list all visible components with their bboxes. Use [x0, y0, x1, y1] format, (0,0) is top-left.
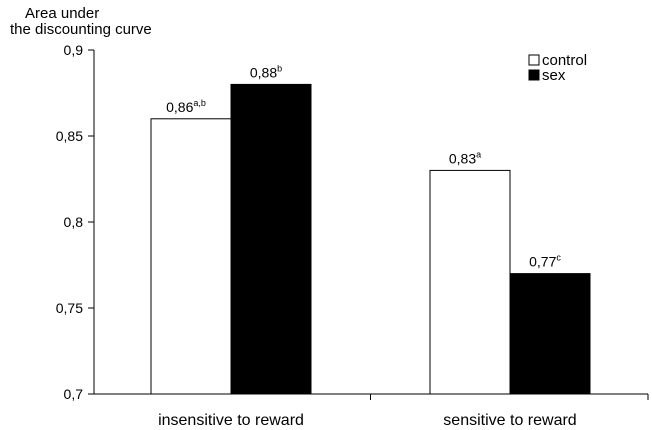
y-tick-label: 0,7	[64, 386, 84, 402]
y-tick-label: 0,75	[56, 300, 83, 316]
bar-value-label: 0,88b	[250, 63, 282, 80]
y-tick-label: 0,9	[64, 42, 84, 58]
bar-sex	[230, 83, 312, 395]
y-axis-title: Area under the discounting curve	[10, 6, 152, 38]
legend-label-sex: sex	[542, 67, 566, 84]
y-axis-title-line-1: Area under	[25, 5, 100, 22]
x-category-label: sensitive to reward	[443, 412, 576, 429]
legend-swatch-sex	[528, 69, 540, 81]
bar-value-label: 0,77c	[529, 253, 561, 270]
x-category-label: insensitive to reward	[158, 412, 304, 429]
legend-label-control: control	[542, 52, 587, 69]
legend-swatch-control	[528, 54, 540, 66]
y-tick-label: 0,85	[56, 128, 83, 144]
y-tick-label: 0,8	[64, 214, 84, 230]
bar-value-label: 0,83a	[449, 149, 481, 166]
bar-control	[429, 169, 511, 395]
bar-sex	[509, 273, 591, 395]
bar-control	[150, 118, 232, 395]
y-axis-title-line-2: the discounting curve	[10, 21, 152, 38]
bar-value-label: 0,86a,b	[166, 98, 206, 115]
